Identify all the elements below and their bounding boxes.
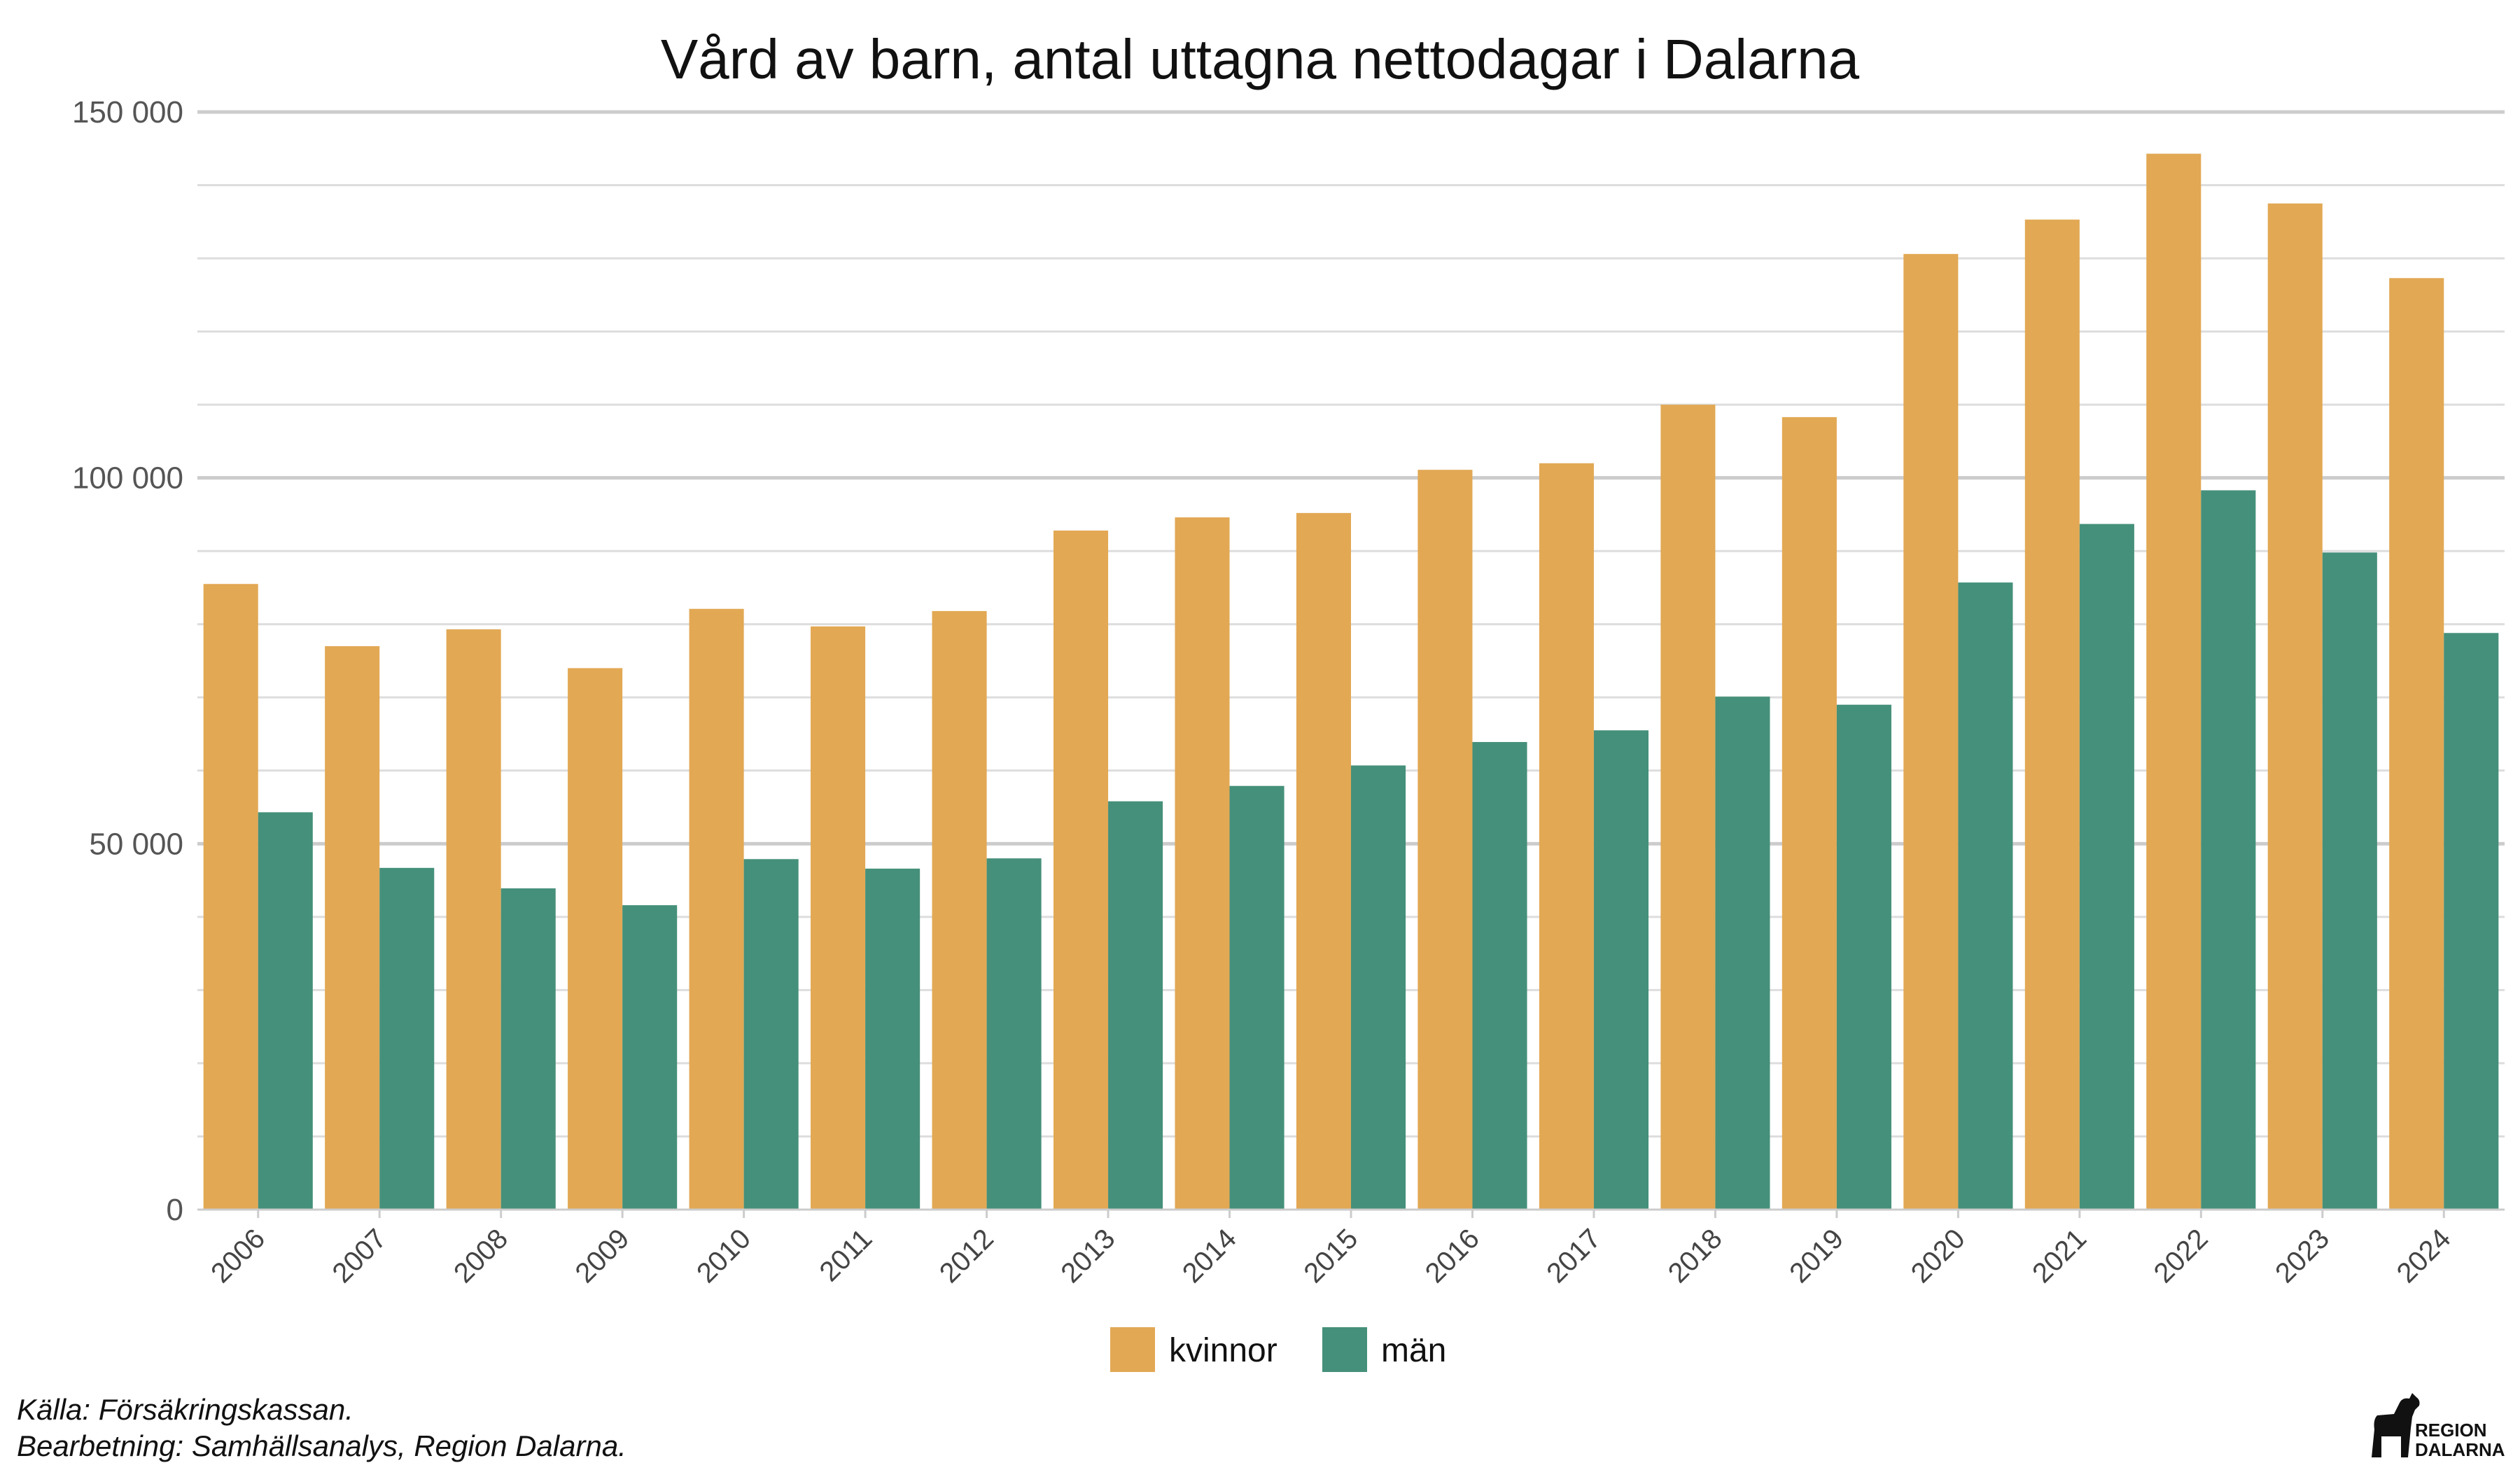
bar-män-2019 [1836,704,1891,1210]
bar-kvinnor-2014 [1175,517,1230,1210]
bar-män-2009 [622,905,678,1210]
bar-kvinnor-2006 [203,584,258,1210]
x-tick-label: 2013 [1055,1223,1121,1289]
bar-kvinnor-2010 [689,608,744,1210]
x-tick-label: 2008 [448,1223,514,1289]
bar-kvinnor-2009 [568,668,623,1210]
y-tick-label: 0 [167,1193,183,1227]
x-tick-label: 2022 [2148,1223,2214,1289]
x-tick-label: 2009 [569,1223,635,1289]
bar-män-2021 [2079,524,2134,1210]
bar-män-2020 [1958,582,2013,1210]
bar-kvinnor-2018 [1660,405,1716,1210]
bar-kvinnor-2013 [1053,530,1109,1210]
x-tick-label: 2015 [1298,1223,1364,1289]
y-tick-label: 100 000 [72,461,183,496]
bars [203,153,2499,1210]
y-tick-label: 150 000 [72,95,183,130]
bar-kvinnor-2017 [1539,463,1594,1210]
bar-män-2012 [986,858,1042,1210]
bar-män-2010 [743,859,799,1210]
x-tick-label: 2011 [814,1223,878,1287]
bar-män-2024 [2444,633,2499,1210]
bar-män-2007 [379,867,435,1210]
x-tick-label: 2010 [691,1223,757,1289]
x-tick-label: 2019 [1784,1223,1849,1289]
bar-kvinnor-2020 [1903,253,1959,1210]
bar-män-2006 [258,812,313,1210]
x-tick-label: 2023 [2269,1223,2335,1289]
bar-kvinnor-2011 [811,626,866,1210]
x-tick-label: 2007 [327,1223,393,1289]
bar-kvinnor-2019 [1782,416,1837,1210]
bar-män-2023 [2322,552,2377,1210]
chart-title: Vård av barn, antal uttagna nettodagar i… [661,28,1860,90]
bar-män-2008 [500,888,556,1210]
bar-män-2014 [1229,785,1284,1210]
bar-män-2015 [1351,765,1406,1210]
x-tick-label: 2020 [1905,1223,1971,1289]
legend: kvinnor män [1110,1327,1446,1372]
bar-kvinnor-2007 [325,646,380,1210]
legend-label-män: män [1381,1332,1446,1369]
x-tick-label: 2024 [2391,1223,2457,1289]
x-tick-label: 2012 [934,1223,1000,1289]
logo-text-dalarna: DALARNA [2415,1439,2505,1460]
legend-label-kvinnor: kvinnor [1169,1332,1278,1369]
bar-kvinnor-2021 [2024,219,2080,1210]
dalahorse-icon [2372,1393,2420,1457]
bar-män-2013 [1108,801,1163,1210]
x-axis: 2006 2007 2008 2009 2010 2011 2012 2013 2014 2015… [197,1208,2505,1289]
x-tick-label: 2017 [1541,1223,1606,1289]
bar-män-2016 [1472,742,1527,1210]
bar-kvinnor-2016 [1418,470,1473,1210]
legend-swatch-kvinnor [1110,1327,1155,1372]
source-caption: Källa: Försäkringskassan. [17,1393,354,1426]
bar-män-2017 [1593,730,1649,1210]
x-tick-label: 2016 [1420,1223,1485,1289]
bar-män-2011 [865,868,920,1210]
processing-caption: Bearbetning: Samhällsanalys, Region Dala… [17,1429,626,1462]
bar-män-2022 [2201,490,2256,1210]
y-axis: 0 50 000 100 000 150 000 [72,95,183,1227]
bar-kvinnor-2024 [2389,278,2444,1210]
bar-kvinnor-2008 [446,629,501,1210]
x-tick-label: 2018 [1662,1223,1728,1289]
bar-män-2018 [1715,696,1770,1210]
region-dalarna-logo: REGION DALARNA [2372,1393,2505,1460]
x-tick-label: 2021 [2026,1223,2092,1289]
x-tick-label: 2006 [205,1223,271,1289]
bar-kvinnor-2012 [932,610,987,1210]
legend-swatch-män [1322,1327,1367,1372]
bar-kvinnor-2023 [2267,203,2323,1210]
y-tick-label: 50 000 [89,827,183,861]
x-tick-label: 2014 [1177,1223,1242,1289]
logo-text-region: REGION [2415,1420,2487,1441]
bar-kvinnor-2022 [2146,153,2202,1210]
bar-kvinnor-2015 [1296,512,1351,1210]
